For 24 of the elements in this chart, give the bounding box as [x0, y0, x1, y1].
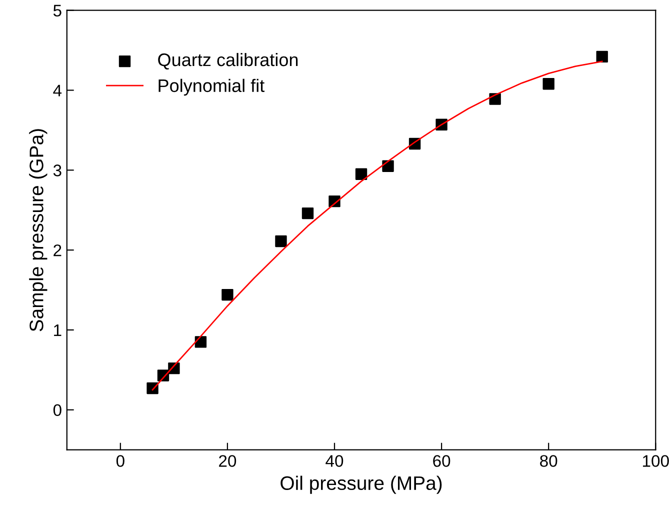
legend-label: Quartz calibration: [158, 52, 298, 70]
point: [275, 235, 287, 248]
y-tick-label: 1: [54, 324, 62, 336]
y-tick-label: 4: [53, 84, 62, 96]
x-tick-label: 20: [219, 455, 236, 467]
y-tick-label: 5: [53, 4, 62, 17]
point: [382, 160, 394, 172]
x-tick-label: 100: [642, 455, 669, 467]
x-tick-label: 60: [433, 455, 450, 467]
point: [596, 50, 608, 63]
y-tick-label: 2: [54, 244, 62, 256]
point: [355, 168, 368, 180]
y-tick-label: 3: [53, 164, 62, 176]
point: [302, 207, 314, 220]
point: [542, 78, 554, 90]
legend-label: Polynomial fit: [158, 78, 264, 96]
y-tick-label: 0: [53, 404, 62, 416]
x-tick-label: 80: [540, 455, 558, 467]
point: [222, 288, 234, 301]
point: [194, 336, 207, 348]
y-axis-title: Sample pressure (GPa): [29, 129, 48, 332]
x-tick-label: 40: [326, 455, 344, 467]
x-tick-label: 0: [116, 455, 124, 467]
x-axis-title: Oil pressure (MPa): [280, 476, 442, 494]
